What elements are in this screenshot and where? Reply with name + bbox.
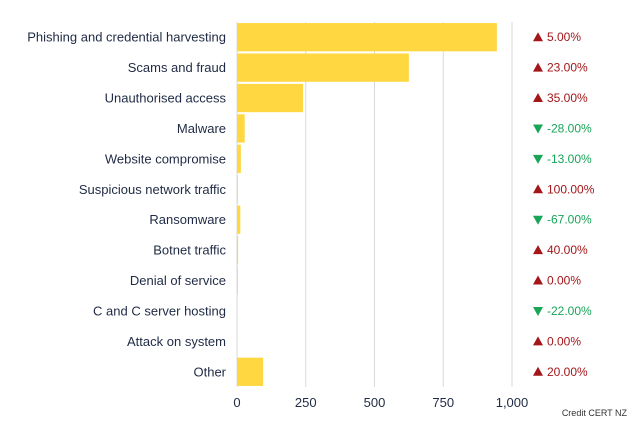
change-label: -22.00% xyxy=(547,304,592,318)
category-label: Other xyxy=(193,364,226,379)
category-label: Attack on system xyxy=(127,334,226,349)
x-tick-label: 750 xyxy=(432,395,454,410)
category-label: Phishing and credential harvesting xyxy=(27,30,226,45)
arrow-up-icon xyxy=(533,366,543,376)
change-label: -28.00% xyxy=(547,121,592,135)
change-label: -67.00% xyxy=(547,213,592,227)
change-label: -13.00% xyxy=(547,152,592,166)
change-label: 0.00% xyxy=(547,334,581,348)
bar xyxy=(237,23,497,52)
change-label: 23.00% xyxy=(547,61,588,75)
bar xyxy=(237,205,241,234)
arrow-down-icon xyxy=(533,124,543,134)
change-column: 5.00% 23.00% 35.00% -28.00% -13.00% 100.00% -6… xyxy=(533,30,595,379)
category-labels: Phishing and credential harvesting Scams … xyxy=(27,30,226,380)
category-label: Suspicious network traffic xyxy=(79,182,227,197)
x-tick-label: 0 xyxy=(233,395,240,410)
bar xyxy=(237,144,241,174)
category-label: Scams and fraud xyxy=(128,60,226,75)
arrow-up-icon xyxy=(533,93,543,103)
x-tick-label: 1,000 xyxy=(496,395,529,410)
change-label: 0.00% xyxy=(547,274,581,288)
change-label: 5.00% xyxy=(547,30,581,44)
category-label: Malware xyxy=(177,121,226,136)
arrow-down-icon xyxy=(533,215,543,225)
grid-lines xyxy=(236,22,513,387)
bar xyxy=(237,266,238,295)
bar xyxy=(237,83,303,113)
arrow-up-icon xyxy=(533,275,543,285)
bar xyxy=(237,175,238,204)
arrow-down-icon xyxy=(533,306,543,316)
x-axis-ticks: 0 250 500 750 1,000 xyxy=(233,395,528,410)
credit-text: Credit CERT NZ xyxy=(561,408,627,418)
arrow-up-icon xyxy=(533,184,543,194)
change-label: 40.00% xyxy=(547,243,588,257)
arrow-up-icon xyxy=(533,32,543,42)
arrow-up-icon xyxy=(533,62,543,72)
category-label: C and C server hosting xyxy=(93,303,226,318)
category-label: Unauthorised access xyxy=(105,91,227,106)
category-label: Denial of service xyxy=(130,273,226,288)
bar xyxy=(237,235,239,265)
x-tick-label: 250 xyxy=(295,395,317,410)
change-label: 20.00% xyxy=(547,365,588,379)
bar xyxy=(237,357,264,386)
bars xyxy=(237,23,497,386)
arrow-down-icon xyxy=(533,154,543,164)
arrow-up-icon xyxy=(533,336,543,346)
arrow-up-icon xyxy=(533,245,543,255)
bar xyxy=(237,114,245,143)
bar xyxy=(237,53,409,82)
change-label: 100.00% xyxy=(547,182,595,196)
category-label: Website compromise xyxy=(105,151,226,166)
category-label: Ransomware xyxy=(149,212,226,227)
x-tick-label: 500 xyxy=(364,395,386,410)
category-label: Botnet traffic xyxy=(153,243,226,258)
change-label: 35.00% xyxy=(547,91,588,105)
